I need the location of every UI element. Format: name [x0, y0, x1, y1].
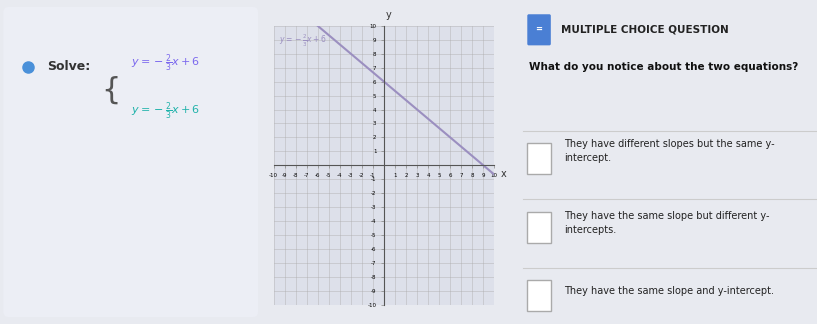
- Text: They have the same slope but different y-
intercepts.: They have the same slope but different y…: [564, 211, 770, 235]
- Text: What do you notice about the two equations?: What do you notice about the two equatio…: [529, 63, 798, 73]
- Text: They have different slopes but the same y-
intercept.: They have different slopes but the same …: [564, 139, 775, 163]
- FancyBboxPatch shape: [527, 280, 551, 311]
- Text: $y = -\frac{2}{3}x + 6$: $y = -\frac{2}{3}x + 6$: [131, 53, 200, 75]
- Text: {: {: [101, 76, 121, 105]
- Text: =: =: [536, 25, 542, 34]
- FancyBboxPatch shape: [527, 143, 551, 174]
- FancyBboxPatch shape: [527, 14, 551, 45]
- Text: MULTIPLE CHOICE QUESTION: MULTIPLE CHOICE QUESTION: [561, 25, 729, 35]
- Text: $y = -\frac{2}{3}x + 6$: $y = -\frac{2}{3}x + 6$: [131, 100, 200, 122]
- FancyBboxPatch shape: [527, 212, 551, 243]
- Text: $y = -\frac{2}{3}x + 6$: $y = -\frac{2}{3}x + 6$: [279, 33, 327, 49]
- Text: They have the same slope and y-intercept.: They have the same slope and y-intercept…: [564, 286, 774, 296]
- FancyBboxPatch shape: [3, 7, 258, 317]
- Text: x: x: [501, 168, 507, 179]
- Text: Solve:: Solve:: [47, 60, 91, 73]
- Text: y: y: [386, 10, 391, 19]
